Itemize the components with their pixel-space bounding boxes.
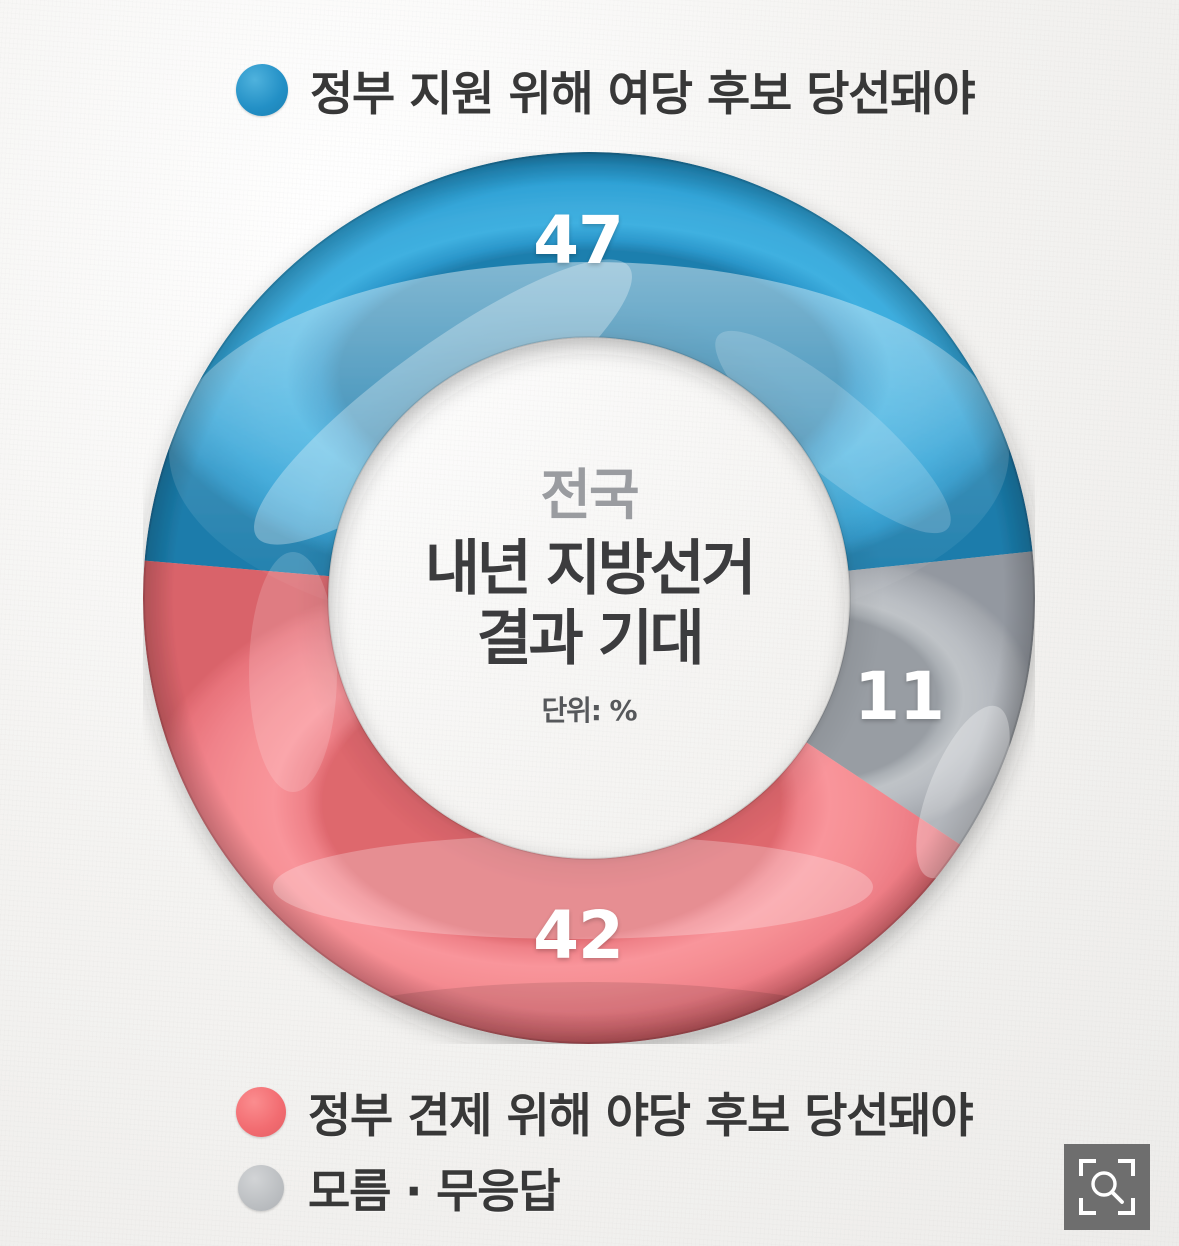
legend-item-label: 모름 · 무응답 [308, 1164, 561, 1218]
slice-value-no-answer: 11 [854, 658, 945, 735]
circle-bullet-icon [236, 63, 288, 116]
image-zoom-button[interactable] [1064, 1144, 1150, 1230]
legend-item-no-answer[interactable]: 모름 · 무응답 [238, 1155, 561, 1221]
legend-item-label: 정부 지원 위해 여당 후보 당선돼야 [310, 67, 976, 122]
legend-item-label: 정부 견제 위해 야당 후보 당선돼야 [308, 1089, 974, 1144]
circle-bullet-icon [238, 1165, 284, 1211]
slice-value-ruling-party: 47 [533, 202, 624, 279]
slice-value-opposition-party: 42 [533, 897, 624, 974]
legend-item-ruling-party[interactable]: 정부 지원 위해 여당 후보 당선돼야 [236, 55, 976, 124]
magnifier-in-frame-icon [1079, 1159, 1135, 1215]
circle-bullet-icon [236, 1086, 286, 1137]
legend-item-opposition-party[interactable]: 정부 견제 위해 야당 후보 당선돼야 [236, 1077, 974, 1146]
